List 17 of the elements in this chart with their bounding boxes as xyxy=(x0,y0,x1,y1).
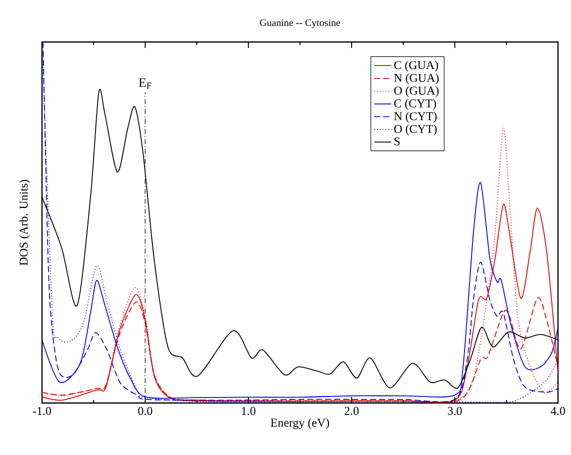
legend-label: O (GUA) xyxy=(394,86,439,98)
legend-label: S xyxy=(394,137,400,146)
x-tick-label: 2.0 xyxy=(344,406,359,416)
ref-line-label: E$_{F}$ xyxy=(138,78,152,89)
x-tick-label: 3.0 xyxy=(448,406,462,416)
y-axis-title: DOS (Arb. Units) xyxy=(19,180,30,266)
x-tick-label: -1.0 xyxy=(32,406,51,416)
legend-label: N (GUA) xyxy=(394,73,439,84)
legend-label: C (CYT) xyxy=(394,99,436,110)
x-tick-label: 0.0 xyxy=(138,406,152,416)
x-axis-title: Energy (eV) xyxy=(270,418,330,430)
legend-label: O (CYT) xyxy=(394,124,437,136)
chart-title: Guanine -- Cytosine xyxy=(260,19,340,28)
legend-label: N (CYT) xyxy=(394,112,437,123)
legend-label: C (GUA) xyxy=(394,60,438,72)
x-tick-label: 4.0 xyxy=(550,406,566,416)
x-tick-label: 1.0 xyxy=(242,406,256,416)
